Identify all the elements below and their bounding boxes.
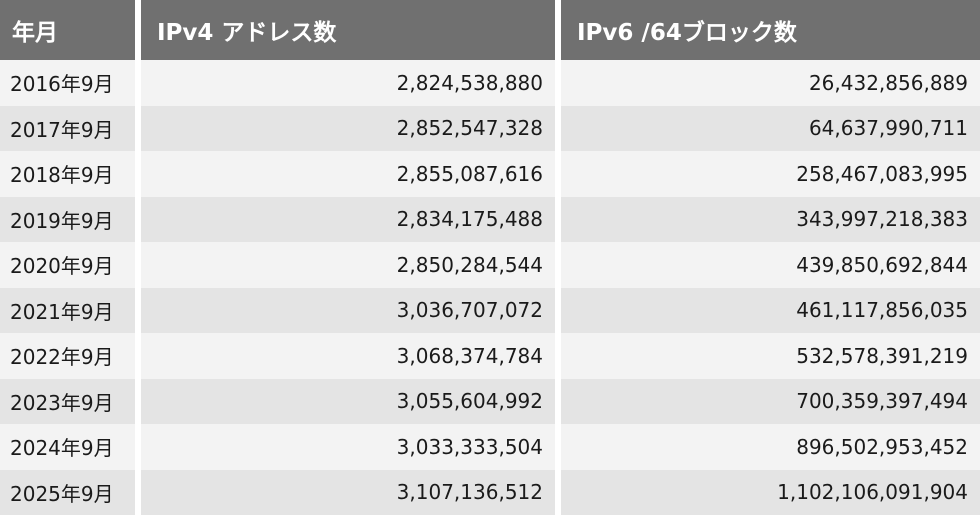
cell-ipv4-count: 3,033,333,504 bbox=[141, 424, 555, 470]
cell-ipv6-blocks: 461,117,856,035 bbox=[561, 287, 980, 333]
cell-date: 2023年9月 bbox=[0, 378, 135, 424]
cell-date: 2022年9月 bbox=[0, 333, 135, 379]
cell-ipv6-blocks: 439,850,692,844 bbox=[561, 242, 980, 288]
cell-ipv4-count: 3,107,136,512 bbox=[141, 469, 555, 515]
cell-date: 2025年9月 bbox=[0, 469, 135, 515]
header-ipv6-blocks: IPv6 /64ブロック数 bbox=[561, 0, 980, 60]
table-row: 2023年9月 3,055,604,992 700,359,397,494 bbox=[0, 378, 980, 424]
cell-ipv6-blocks: 26,432,856,889 bbox=[561, 60, 980, 106]
header-date: 年月 bbox=[0, 0, 135, 60]
table-row: 2017年9月 2,852,547,328 64,637,990,711 bbox=[0, 105, 980, 151]
cell-ipv6-blocks: 896,502,953,452 bbox=[561, 424, 980, 470]
cell-ipv6-blocks: 64,637,990,711 bbox=[561, 105, 980, 151]
cell-ipv6-blocks: 532,578,391,219 bbox=[561, 333, 980, 379]
cell-ipv6-blocks: 700,359,397,494 bbox=[561, 378, 980, 424]
cell-ipv6-blocks: 1,102,106,091,904 bbox=[561, 469, 980, 515]
header-ipv4-count: IPv4 アドレス数 bbox=[141, 0, 555, 60]
cell-ipv4-count: 2,855,087,616 bbox=[141, 151, 555, 197]
table-row: 2016年9月 2,824,538,880 26,432,856,889 bbox=[0, 60, 980, 106]
cell-ipv4-count: 2,824,538,880 bbox=[141, 60, 555, 106]
cell-date: 2020年9月 bbox=[0, 242, 135, 288]
cell-date: 2019年9月 bbox=[0, 196, 135, 242]
cell-ipv4-count: 2,834,175,488 bbox=[141, 196, 555, 242]
cell-ipv4-count: 3,068,374,784 bbox=[141, 333, 555, 379]
table-row: 2022年9月 3,068,374,784 532,578,391,219 bbox=[0, 333, 980, 379]
table-row: 2024年9月 3,033,333,504 896,502,953,452 bbox=[0, 424, 980, 470]
table-row: 2019年9月 2,834,175,488 343,997,218,383 bbox=[0, 196, 980, 242]
cell-ipv6-blocks: 258,467,083,995 bbox=[561, 151, 980, 197]
table-row: 2018年9月 2,855,087,616 258,467,083,995 bbox=[0, 151, 980, 197]
table-row: 2021年9月 3,036,707,072 461,117,856,035 bbox=[0, 287, 980, 333]
cell-date: 2017年9月 bbox=[0, 105, 135, 151]
cell-date: 2021年9月 bbox=[0, 287, 135, 333]
cell-ipv6-blocks: 343,997,218,383 bbox=[561, 196, 980, 242]
cell-date: 2016年9月 bbox=[0, 60, 135, 106]
cell-ipv4-count: 2,852,547,328 bbox=[141, 105, 555, 151]
cell-ipv4-count: 3,036,707,072 bbox=[141, 287, 555, 333]
cell-ipv4-count: 2,850,284,544 bbox=[141, 242, 555, 288]
table-row: 2020年9月 2,850,284,544 439,850,692,844 bbox=[0, 242, 980, 288]
table-header-row: 年月 IPv4 アドレス数 IPv6 /64ブロック数 bbox=[0, 0, 980, 60]
cell-date: 2024年9月 bbox=[0, 424, 135, 470]
table-row: 2025年9月 3,107,136,512 1,102,106,091,904 bbox=[0, 469, 980, 515]
cell-date: 2018年9月 bbox=[0, 151, 135, 197]
cell-ipv4-count: 3,055,604,992 bbox=[141, 378, 555, 424]
